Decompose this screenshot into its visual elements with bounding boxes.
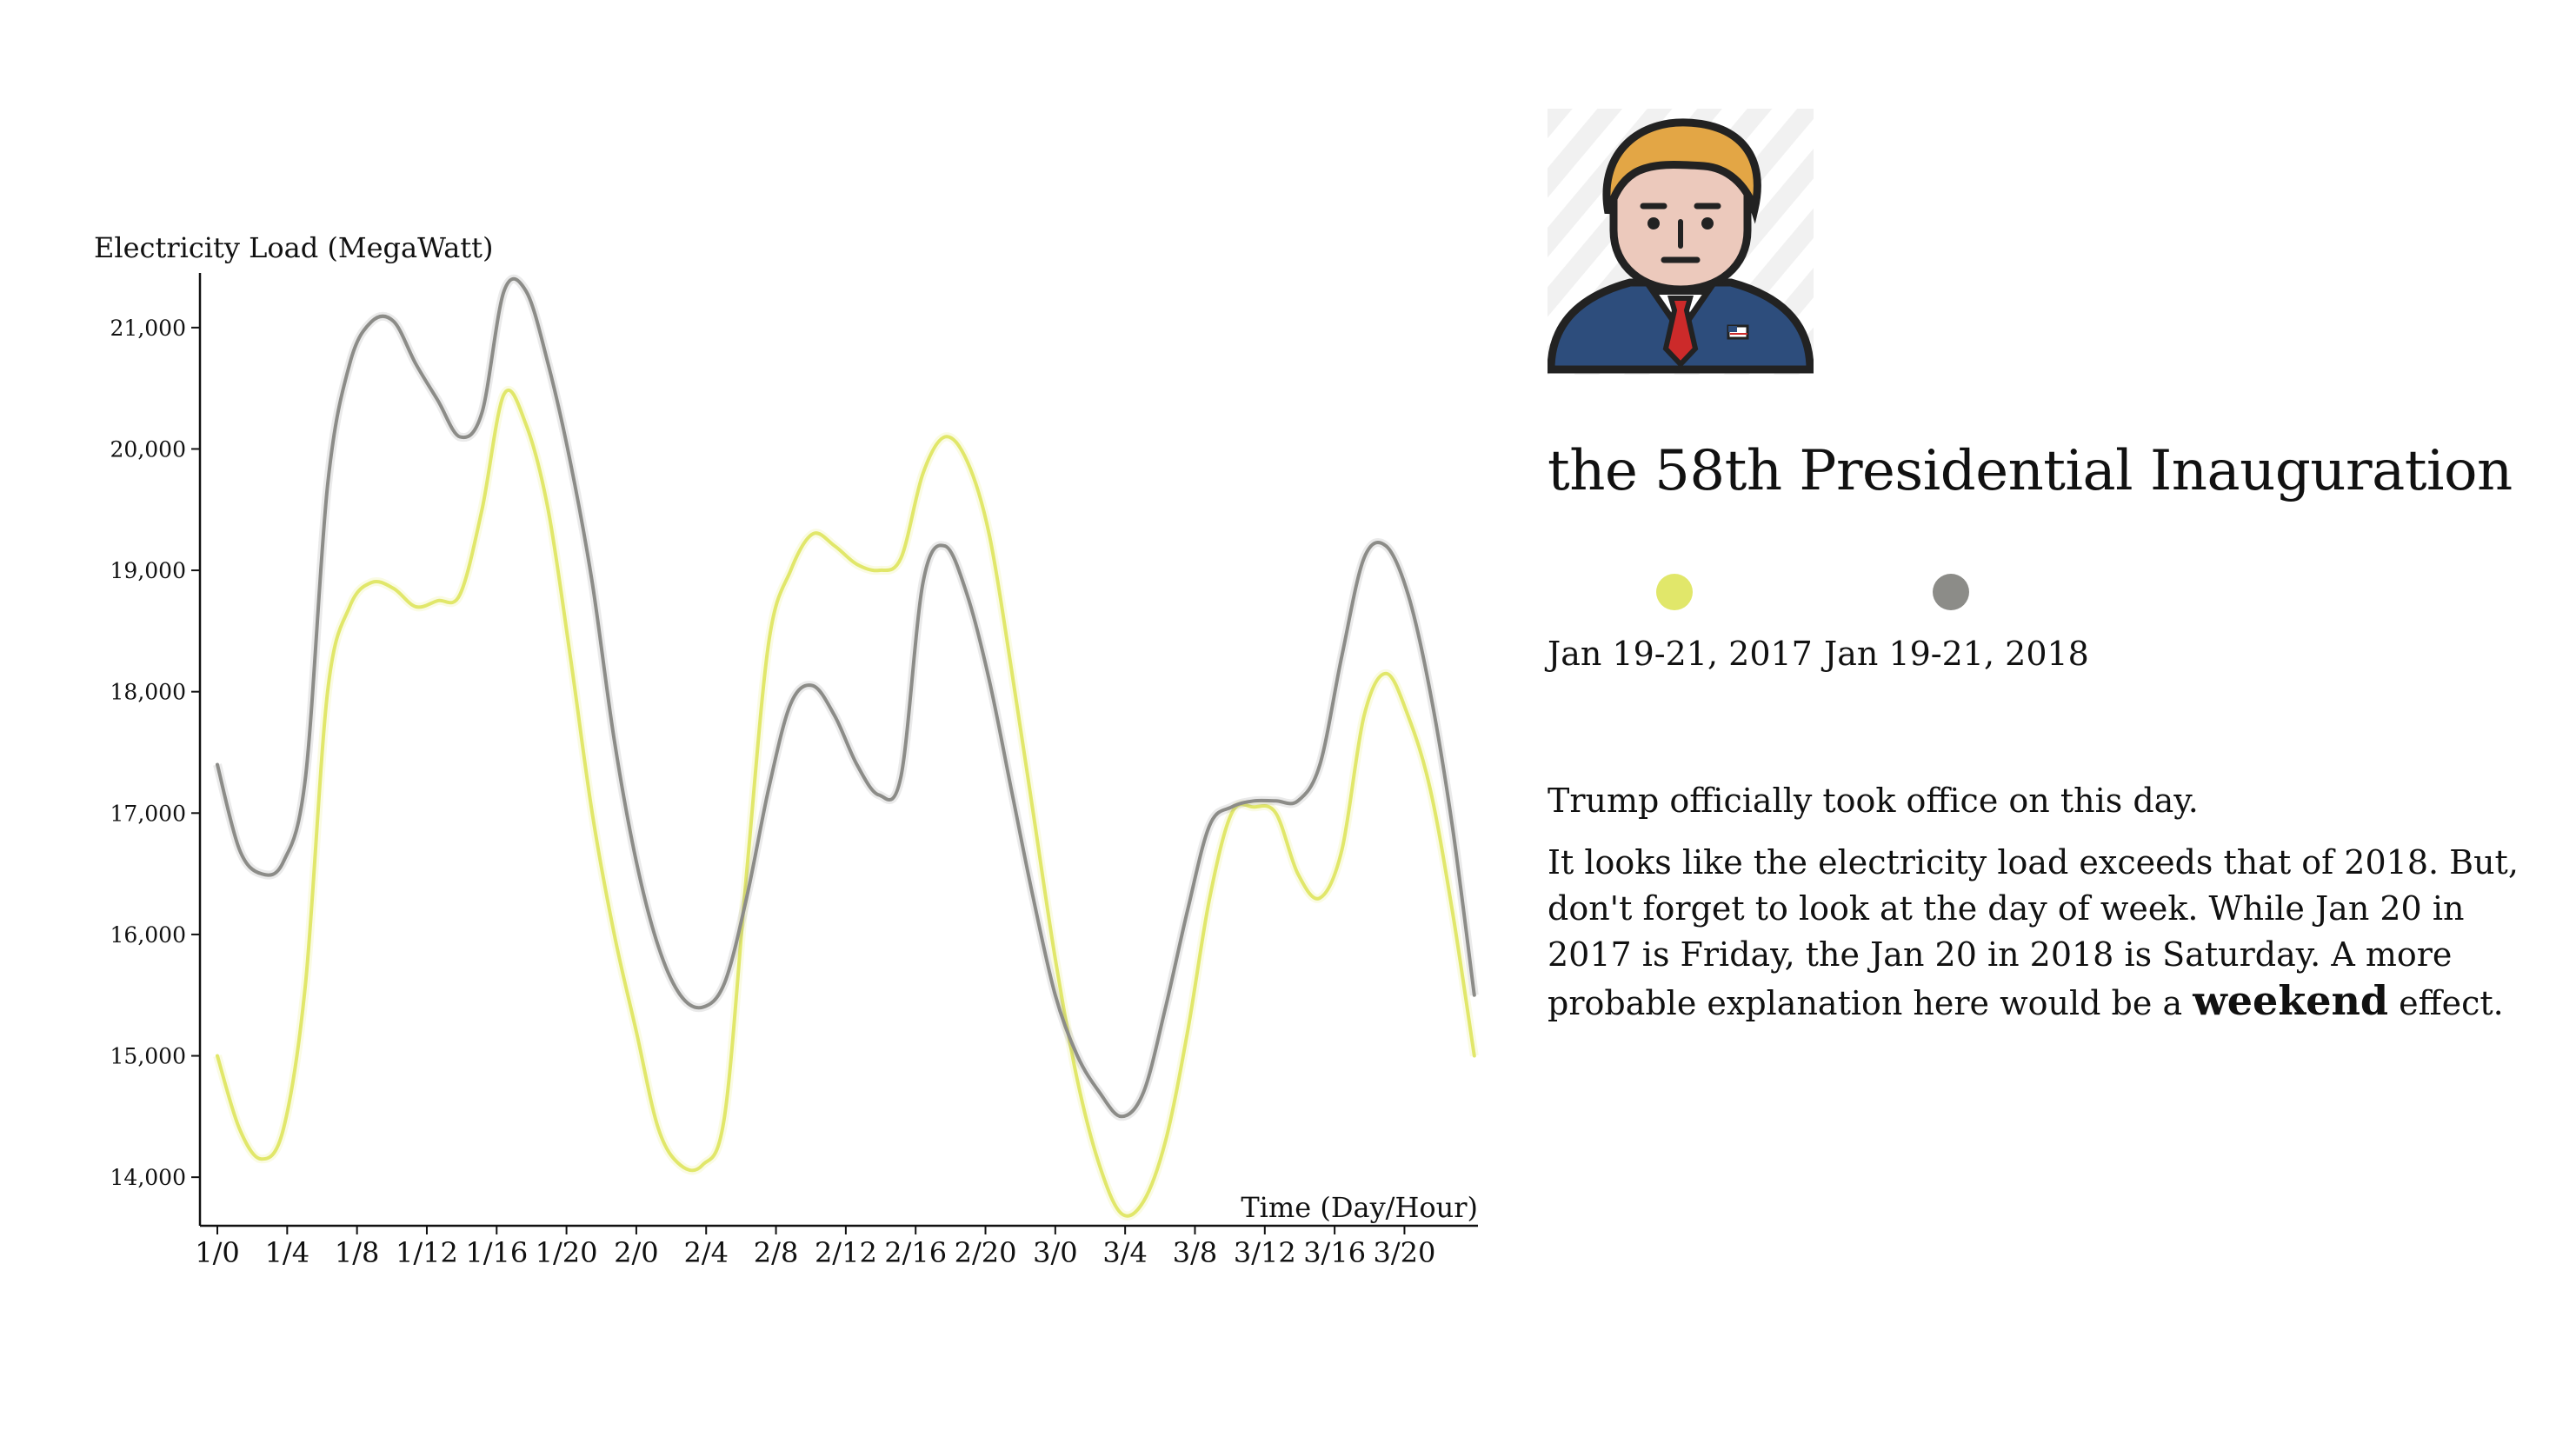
description-paragraph: It looks like the electricity load excee… [1548, 840, 2556, 1027]
y-tick-label: 16,000 [110, 922, 186, 948]
description-emphasis: weekend [2193, 977, 2389, 1024]
x-tick-label: 2/0 [614, 1236, 659, 1269]
description-line: Trump officially took office on this day… [1548, 782, 2199, 820]
description-text: It looks like the electricity load excee… [1548, 843, 2519, 1022]
x-tick-label: 2/20 [955, 1236, 1017, 1269]
x-tick-label: 3/8 [1173, 1236, 1218, 1269]
x-tick-label: 3/4 [1102, 1236, 1148, 1269]
y-tick-label: 15,000 [110, 1044, 186, 1069]
x-tick-label: 3/12 [1234, 1236, 1296, 1269]
legend-dot-icon [1933, 574, 1969, 610]
y-tick-label: 14,000 [110, 1165, 186, 1190]
description-text-end: effect. [2388, 984, 2504, 1022]
x-tick-label: 1/8 [335, 1236, 380, 1269]
legend-item-2018: Jan 19-21, 2018 [1824, 574, 2102, 687]
x-tick-label: 3/16 [1303, 1236, 1366, 1269]
x-tick-label: 1/20 [536, 1236, 598, 1269]
series-line-1 [216, 276, 1476, 1119]
y-tick-label: 21,000 [110, 316, 186, 341]
series-line-glow-1 [213, 274, 1479, 1121]
x-tick-label: 2/8 [754, 1236, 799, 1269]
y-tick-label: 20,000 [110, 436, 186, 462]
legend-label: Jan 19-21, 2018 [1824, 635, 2089, 673]
y-axis-label: Electricity Load (MegaWatt) [94, 231, 494, 264]
description: Trump officially took office on this day… [1548, 778, 2556, 1042]
legend-dot-icon [1656, 574, 1693, 610]
x-tick-label: 2/16 [884, 1236, 947, 1269]
x-tick-label: 1/12 [396, 1236, 458, 1269]
series-line-0 [216, 388, 1476, 1218]
line-chart: Electricity Load (MegaWatt) Time (Day/Ho… [94, 231, 1479, 1269]
x-tick-label: 2/4 [683, 1236, 729, 1269]
y-tick-label: 17,000 [110, 801, 186, 826]
y-tick-label: 18,000 [110, 680, 186, 705]
legend-label: Jan 19-21, 2017 [1548, 635, 1813, 673]
trump-avatar-icon [1548, 109, 1814, 375]
x-tick-label: 3/20 [1374, 1236, 1436, 1269]
x-tick-label: 3/0 [1033, 1236, 1078, 1269]
x-tick-label: 1/4 [265, 1236, 310, 1269]
page-title: the 58th Presidential Inauguration [1548, 439, 2513, 503]
legend-item-2017: Jan 19-21, 2017 [1548, 574, 1826, 687]
x-tick-label: 1/0 [195, 1236, 240, 1269]
x-axis-label: Time (Day/Hour) [1241, 1191, 1478, 1224]
x-tick-label: 1/16 [465, 1236, 528, 1269]
y-tick-label: 19,000 [110, 558, 186, 583]
x-tick-label: 2/12 [815, 1236, 877, 1269]
